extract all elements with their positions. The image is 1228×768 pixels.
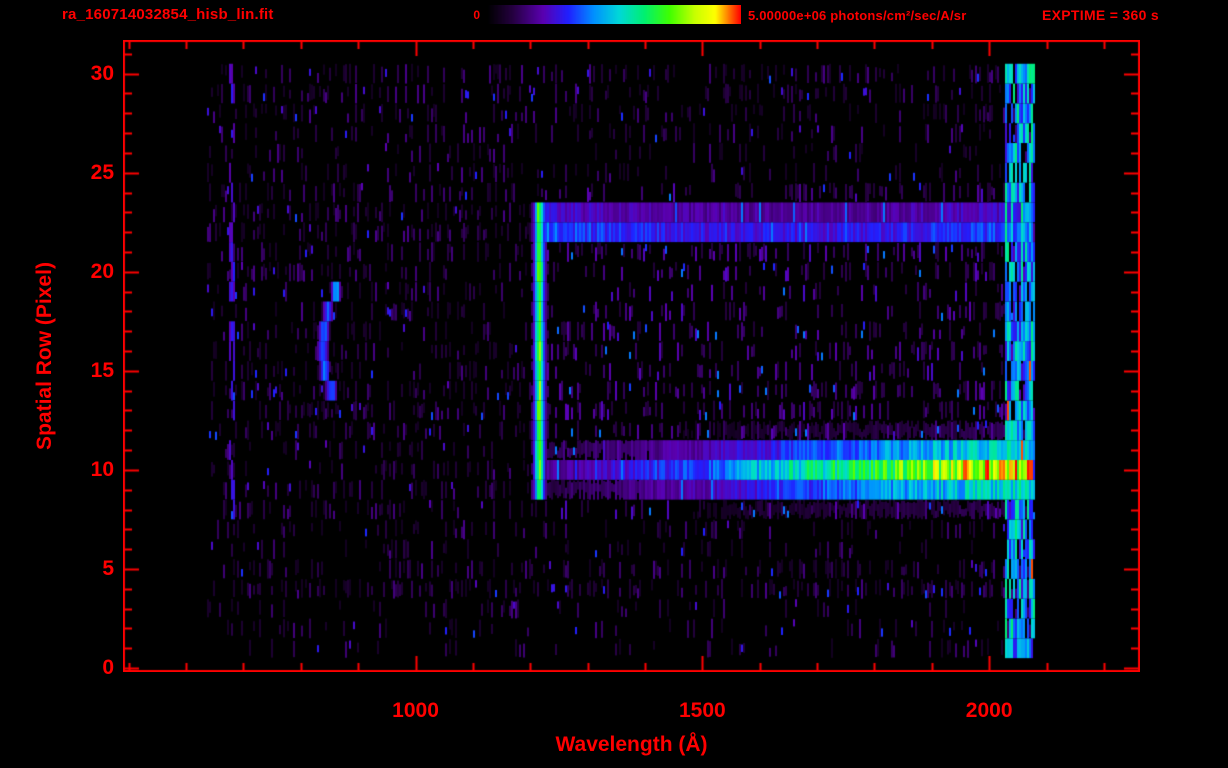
x-tick-label: 1500 [678, 699, 726, 722]
y-tick-label: 30 [90, 61, 114, 85]
spectral-heatmap-canvas [123, 40, 1140, 672]
exptime-label: EXPTIME = 360 s [1042, 7, 1159, 23]
y-tick-label: 25 [90, 160, 114, 184]
colorbar-max-label: 5.00000e+06 photons/cm²/sec/A/sr [748, 8, 967, 23]
y-tick-label: 20 [90, 259, 114, 283]
colorbar-min-label: 0 [473, 8, 480, 22]
y-tick-label: 5 [102, 556, 114, 580]
y-tick-label: 10 [90, 457, 114, 481]
y-tick-label: 0 [102, 656, 114, 680]
x-axis-title: Wavelength (Å) [555, 733, 708, 756]
y-tick-label: 15 [90, 358, 114, 382]
x-tick-label: 2000 [965, 699, 1013, 722]
y-axis-title: Spatial Row (Pixel) [33, 262, 56, 450]
filename-title: ra_160714032854_hisb_lin.fit [62, 6, 274, 23]
colorbar-gradient [487, 5, 741, 24]
x-tick-label: 1000 [392, 699, 439, 722]
